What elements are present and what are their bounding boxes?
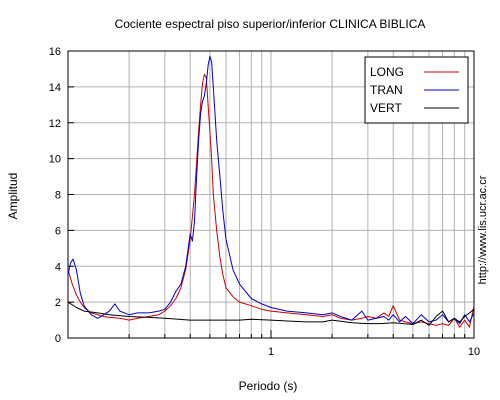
series-layer [67,55,475,328]
y-tick-label: 0 [55,333,61,345]
y-tick-label: 16 [49,46,61,58]
axis-ticks [68,50,475,339]
x-tick-label: 1 [268,346,274,358]
legend: LONG TRAN VERT [364,56,469,124]
legend-label-tran: TRAN [370,83,403,97]
legend-entries: LONG TRAN VERT [370,65,459,115]
legend-label-long: LONG [370,65,404,79]
y-tick-label: 4 [55,261,61,273]
y-tick-label: 6 [55,225,61,237]
x-tick-label: 10 [468,346,480,358]
credit-url: http://www.lis.ucr.ac.cr [477,175,489,284]
y-axis-label: Amplitud [6,173,20,220]
y-tick-label: 8 [55,190,61,202]
series-line-long [67,73,475,328]
y-tick-label: 14 [49,82,61,94]
x-axis-label: Periodo (s) [239,379,298,393]
axis-tick-labels: 1 10 0 2 4 6 8 10 12 14 16 [49,46,480,358]
series-line-tran [67,55,475,325]
chart-title: Cociente espectral piso superior/inferio… [115,17,426,31]
y-tick-label: 2 [55,297,61,309]
series-line-vert [67,301,475,326]
y-tick-label: 12 [49,118,61,130]
legend-label-vert: VERT [370,101,402,115]
y-tick-label: 10 [49,154,61,166]
